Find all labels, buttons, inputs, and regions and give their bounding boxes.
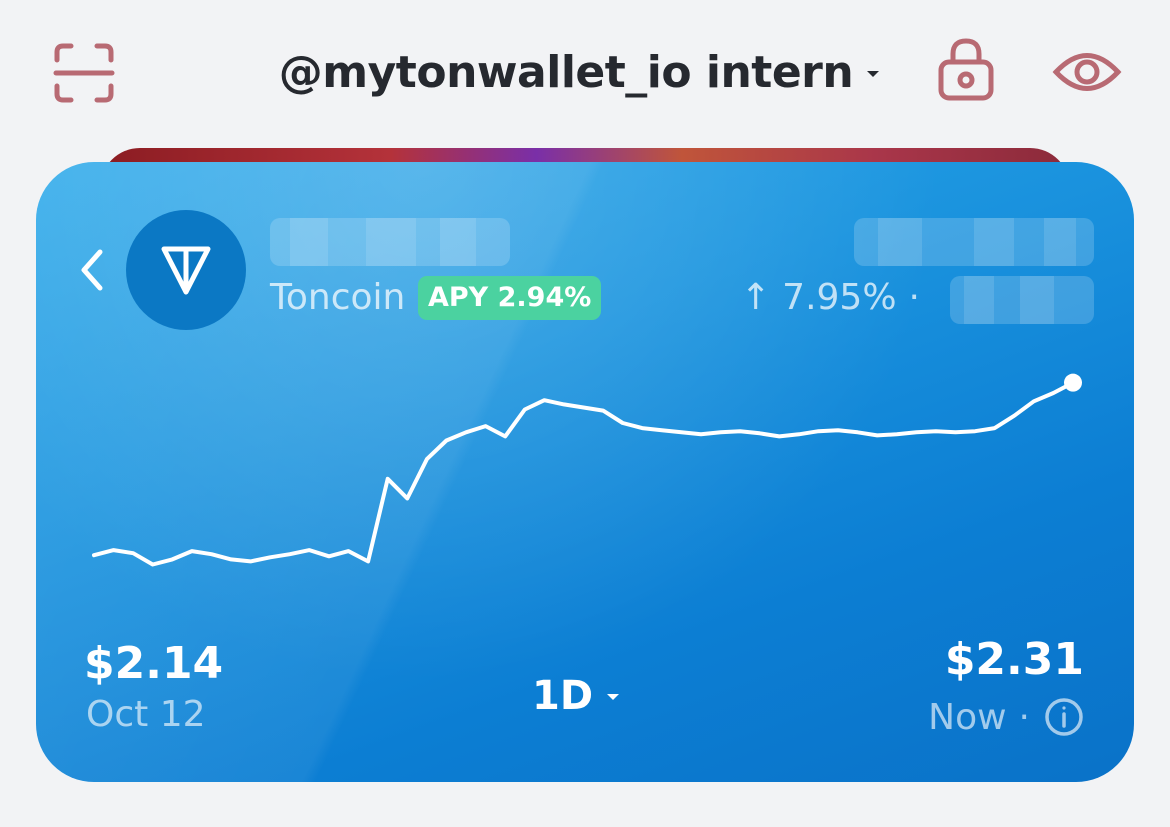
apy-badge[interactable]: APY 2.94%: [418, 276, 602, 320]
token-logo: [126, 210, 246, 330]
hidden-value: [854, 218, 1094, 266]
toggle-visibility-button[interactable]: [1048, 42, 1126, 102]
eye-icon: [1052, 53, 1122, 91]
lock-button[interactable]: [930, 32, 1002, 106]
start-price: $2.14: [84, 638, 224, 689]
end-price: $2.31: [944, 634, 1084, 685]
start-date: Oct 12: [86, 694, 206, 735]
current-price-point: [1064, 373, 1082, 392]
price-chart: [92, 373, 1082, 567]
price-change: ↑ 7.95%: [740, 277, 897, 318]
scan-button[interactable]: [48, 38, 120, 108]
hidden-change-amount: [950, 276, 1094, 324]
info-button[interactable]: [1044, 697, 1084, 737]
token-name: Toncoin: [270, 277, 406, 318]
ton-logo-icon: [161, 246, 211, 295]
scan-frame-icon: [53, 43, 115, 103]
wallet-selector[interactable]: @mytonwallet_io intern: [250, 40, 910, 104]
price-line: [92, 380, 1075, 567]
end-date: Now: [928, 696, 1007, 738]
period-selector[interactable]: 1D: [532, 670, 621, 722]
info-circle-icon: [1045, 698, 1083, 736]
chevron-down-icon: [867, 71, 880, 77]
end-date-row: Now ·: [928, 692, 1084, 742]
wallet-name: @mytonwallet_io intern: [278, 46, 854, 98]
period-label: 1D: [532, 673, 594, 719]
price-change-row: ↑ 7.95% ·: [741, 274, 934, 322]
hidden-balance: [270, 218, 510, 266]
change-separator: ·: [908, 277, 920, 318]
header: @mytonwallet_io intern: [0, 0, 1170, 140]
chevron-left-icon: [81, 249, 103, 291]
chevron-down-icon: [607, 694, 620, 700]
token-card: Toncoin APY 2.94% ↑ 7.95% · $2.14 Oct 12…: [36, 162, 1134, 782]
back-button[interactable]: [72, 246, 112, 294]
lock-icon: [938, 38, 994, 101]
end-separator: ·: [1018, 696, 1030, 738]
